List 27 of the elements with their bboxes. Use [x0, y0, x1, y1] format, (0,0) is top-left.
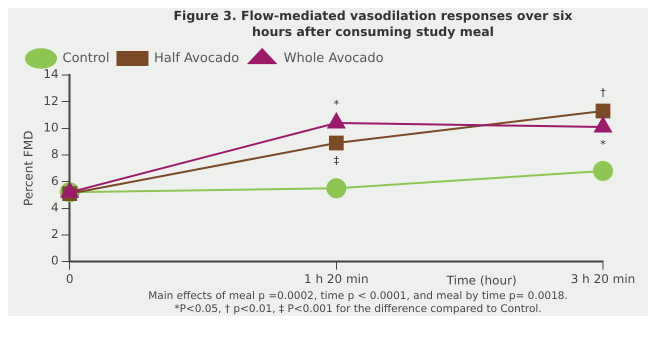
text: Main effects of meal p =0.0002, time p < 0.0001, and meal by time p= 0.0018.	[147, 290, 569, 303]
x-tick-label: 1 h 20 min	[304, 272, 369, 286]
annotation: *	[334, 98, 340, 111]
legend-label: Whole Avocado	[284, 50, 384, 66]
y-tick-label: 8	[51, 147, 59, 162]
point	[593, 160, 613, 181]
y-tick-label: 2	[51, 227, 59, 242]
annotation: †	[600, 86, 606, 99]
x-axis-title: Time (hour)	[446, 274, 517, 288]
chart-title: Figure 3. Flow-mediated vasodilation responses over six hours after consuming study meal	[172, 8, 574, 40]
legend-label: Half Avocado	[154, 50, 240, 66]
y-tick-label: 0	[51, 254, 59, 268]
annotation: ‡	[334, 154, 340, 167]
point	[596, 104, 610, 118]
legend-label: Control	[62, 50, 110, 66]
text: *P<0.05, † p<0.01, ‡ P<0.001 for the difference compared to Control.	[173, 303, 543, 316]
point	[328, 136, 344, 150]
x-tick-label: 3 h 20 min	[570, 272, 636, 286]
y-axis-title: Percent FMD	[21, 130, 36, 206]
point	[326, 178, 346, 198]
y-tick-label: 10	[43, 120, 59, 134]
annotation: *	[600, 138, 606, 151]
x-tick-label: 0	[66, 272, 74, 286]
y-tick-label: 12	[43, 94, 59, 108]
y-tick-label: 6	[51, 174, 59, 188]
y-tick-label: 14	[43, 67, 59, 82]
y-tick-label: 4	[51, 200, 59, 214]
